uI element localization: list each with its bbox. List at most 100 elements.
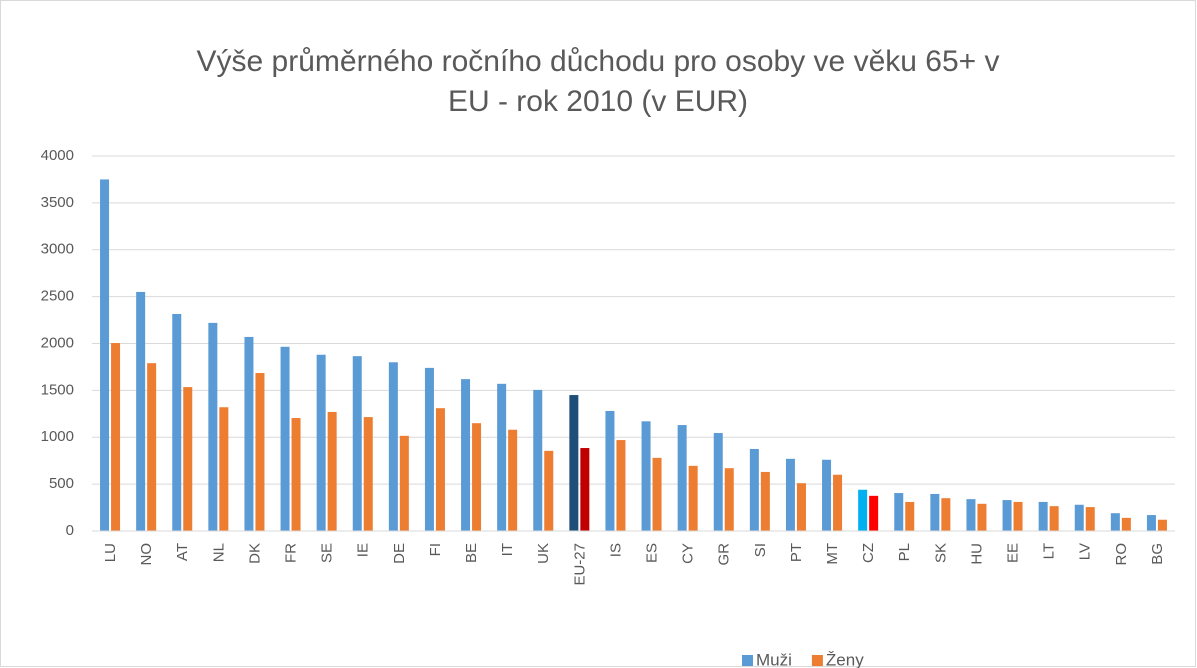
y-tick-label: 4000 [41,147,74,164]
x-tick-label: IE [355,543,372,557]
x-tick-label: CY [680,543,697,564]
y-tick-label: 500 [49,475,74,492]
x-tick-label: SE [319,543,336,563]
bar [760,471,770,531]
legend-swatch [811,655,823,666]
bar [688,465,698,531]
chart-title: EU - rok 2010 (v EUR) [448,85,748,118]
x-tick-label: BG [1149,543,1166,565]
bar [616,440,626,531]
bar [183,387,193,531]
y-tick-label: 1000 [41,428,74,445]
bar [219,407,229,531]
x-tick-label: FR [283,543,300,563]
bar [641,421,651,531]
bar [316,354,326,531]
bar [327,411,337,531]
y-tick-label: 3500 [41,194,74,211]
bar [677,425,687,531]
bar [749,448,759,531]
x-tick-label: RO [1113,543,1130,566]
x-tick-label: EU-27 [571,543,588,586]
y-tick-label: 1500 [41,381,74,398]
y-tick-label: 3000 [41,241,74,258]
bar [941,498,951,531]
x-tick-label: EE [1005,543,1022,563]
y-tick-label: 2000 [41,334,74,351]
chart-title: Výše průměrného ročního důchodu pro osob… [197,45,1000,78]
bar [147,363,157,531]
bar [1157,519,1167,531]
x-tick-label: HU [968,543,985,565]
bar [580,448,590,531]
bar [244,336,254,531]
bar [533,389,543,531]
bar [785,458,795,531]
bar [930,493,940,531]
legend-label: Muži [756,650,792,668]
x-tick-label: FI [427,543,444,556]
bar [100,179,110,531]
x-tick-label: NL [210,543,227,562]
bar [1146,515,1156,531]
x-tick-label: GR [716,543,733,566]
x-tick-label: PL [896,543,913,561]
y-tick-label: 2500 [41,288,74,305]
x-tick-label: LV [1077,543,1094,560]
bar [291,418,301,531]
bar [977,503,987,531]
x-tick-label: MT [824,543,841,565]
x-tick-label: BE [463,543,480,563]
bar [652,457,662,531]
bar [569,395,579,531]
bar [399,435,409,531]
x-tick-label: IT [499,543,516,556]
bar [1038,501,1048,531]
bar [833,474,843,531]
x-tick-label: LT [1041,543,1058,559]
bar [905,501,915,531]
bar [796,483,806,531]
x-tick-label: IS [607,543,624,557]
bar [1013,501,1023,531]
bar [435,408,445,531]
legend-label: Ženy [826,650,864,668]
x-tick-label: UK [535,543,552,564]
x-tick-label: PT [788,543,805,562]
bar [508,429,518,531]
bar [869,495,879,531]
bar [713,433,723,531]
x-tick-label: SI [752,543,769,557]
y-tick-label: 0 [66,522,74,539]
x-tick-label: LU [102,543,119,562]
bar [1074,504,1084,531]
bar [1002,500,1012,531]
bar [111,343,121,531]
bar [1121,517,1131,531]
bar [280,346,290,531]
bar [461,379,471,531]
bar [1049,506,1059,531]
bar [605,411,615,531]
x-tick-label: DE [391,543,408,564]
bar [1085,507,1095,531]
bar [352,356,362,531]
x-tick-label: AT [174,543,191,561]
bar [858,489,868,531]
bar [472,423,482,531]
bar [255,373,265,531]
x-tick-label: DK [246,543,263,564]
bar [1110,513,1120,531]
bar [966,499,976,531]
x-tick-label: ES [644,543,661,563]
bar [388,362,398,531]
bar [724,468,734,531]
bar [497,383,507,531]
x-tick-label: NO [138,543,155,566]
x-tick-label: SK [932,543,949,563]
bar [363,417,373,531]
bar [822,459,832,531]
legend-swatch [742,655,753,666]
